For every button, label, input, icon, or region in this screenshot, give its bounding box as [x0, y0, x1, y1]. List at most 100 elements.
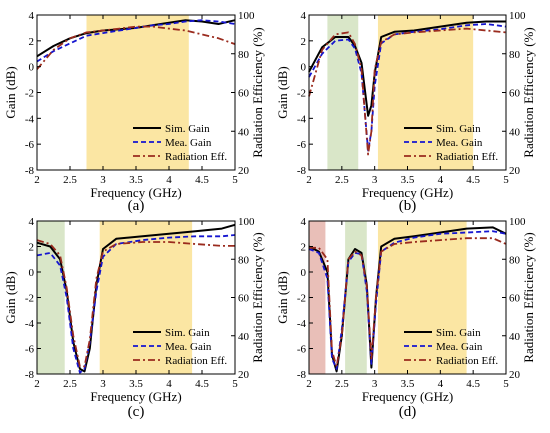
legend-label: Sim. Gain — [436, 327, 481, 339]
y-left-tick-label: -4 — [297, 113, 307, 125]
panel-d: 2 2.5 3 3.5 4 4.5 5 -8 -6 -4 -2 0 2 4 20 40 60 80 100 Frequ… — [275, 216, 536, 420]
y-left-axis-title: Gain (dB) — [275, 66, 290, 118]
x-tick-label: 3 — [100, 174, 106, 186]
x-tick-label: 2.5 — [335, 174, 349, 186]
y-left-tick-label: 4 — [29, 10, 35, 22]
x-tick-label: 2 — [34, 378, 40, 390]
x-tick-label: 2 — [306, 378, 312, 390]
legend-label: Radiation Eff. — [436, 355, 498, 367]
panel-label: (c) — [128, 404, 145, 420]
y-right-tick-label: 20 — [238, 369, 250, 381]
panel-c: 2 2.5 3 3.5 4 4.5 5 -8 -6 -4 -2 0 2 4 20 40 60 80 100 Frequ… — [3, 216, 265, 420]
legend-label: Sim. Gain — [165, 327, 210, 339]
y-right-tick-label: 60 — [509, 293, 521, 305]
legend-label: Mea. Gain — [436, 137, 483, 149]
panel-a: 2 2.5 3 3.5 4 4.5 5 -8 -6 -4 -2 0 2 4 20 40 60 80 100 Frequ… — [3, 10, 265, 214]
y-left-tick-label: -4 — [25, 113, 35, 125]
y-left-tick-label: -2 — [297, 293, 306, 305]
panel-label: (b) — [399, 198, 417, 214]
y-left-tick-label: 4 — [301, 216, 307, 228]
y-left-tick-label: -2 — [25, 293, 34, 305]
x-tick-label: 4.5 — [195, 174, 209, 186]
y-left-tick-label: 0 — [301, 62, 307, 74]
y-right-tick-label: 40 — [509, 126, 521, 138]
y-left-tick-label: -8 — [297, 165, 307, 177]
x-tick-label: 3.5 — [129, 174, 143, 186]
y-right-tick-label: 20 — [509, 369, 521, 381]
y-left-tick-label: 4 — [29, 216, 35, 228]
y-right-tick-label: 100 — [238, 216, 255, 228]
x-tick-label: 4.5 — [466, 174, 480, 186]
y-right-axis-title: Radiation Efficiency (%) — [250, 232, 265, 362]
y-left-tick-label: 2 — [29, 242, 35, 254]
y-right-tick-label: 80 — [238, 49, 250, 61]
band-yellow — [99, 221, 193, 374]
x-tick-label: 5 — [503, 378, 509, 390]
y-right-tick-label: 40 — [238, 126, 250, 138]
y-right-tick-label: 40 — [238, 331, 250, 343]
panel-label: (d) — [399, 404, 417, 420]
y-left-tick-label: 2 — [29, 36, 35, 48]
y-left-tick-label: 0 — [29, 267, 35, 279]
y-right-tick-label: 80 — [238, 254, 250, 266]
y-right-tick-label: 40 — [509, 331, 521, 343]
x-tick-label: 2.5 — [335, 378, 349, 390]
legend-label: Mea. Gain — [436, 341, 483, 353]
legend-label: Sim. Gain — [165, 123, 210, 135]
x-axis-title: Frequency (GHz) — [362, 389, 453, 404]
series-line-eff — [308, 27, 507, 156]
series-line-mea — [308, 230, 507, 370]
y-left-tick-label: -8 — [25, 369, 35, 381]
x-tick-label: 2.5 — [63, 378, 77, 390]
x-tick-label: 5 — [503, 174, 509, 186]
y-left-axis-title: Gain (dB) — [3, 66, 18, 118]
x-tick-label: 3.5 — [401, 378, 415, 390]
series-line-eff — [36, 25, 236, 70]
y-left-tick-label: -2 — [25, 88, 34, 100]
y-left-tick-label: 0 — [301, 267, 307, 279]
y-left-tick-label: 2 — [301, 242, 307, 254]
x-tick-label: 3.5 — [129, 378, 143, 390]
legend-label: Radiation Eff. — [436, 151, 498, 163]
x-tick-label: 3 — [372, 378, 378, 390]
band-yellow — [377, 221, 467, 374]
y-right-tick-label: 80 — [509, 254, 521, 266]
x-tick-label: 4 — [166, 174, 172, 186]
legend-label: Radiation Eff. — [165, 151, 227, 163]
y-left-tick-label: -2 — [297, 88, 306, 100]
x-tick-label: 3 — [100, 378, 106, 390]
legend-label: Sim. Gain — [436, 123, 481, 135]
band-green — [345, 221, 367, 374]
legend-label: Radiation Eff. — [165, 355, 227, 367]
x-tick-label: 4.5 — [195, 378, 209, 390]
y-right-axis-title: Radiation Efficiency (%) — [521, 27, 536, 157]
y-right-axis-title: Radiation Efficiency (%) — [250, 27, 265, 157]
y-left-tick-label: -6 — [25, 139, 35, 151]
band-yellow — [86, 15, 189, 170]
y-right-tick-label: 60 — [238, 88, 250, 100]
x-tick-label: 2 — [34, 174, 40, 186]
series-line-eff — [36, 239, 235, 368]
band-yellow — [377, 15, 474, 170]
y-left-tick-label: -8 — [25, 165, 35, 177]
panel-label: (a) — [128, 198, 145, 214]
y-right-tick-label: 20 — [238, 165, 250, 177]
y-left-tick-label: -4 — [297, 318, 307, 330]
y-left-axis-title: Gain (dB) — [3, 271, 18, 323]
y-left-tick-label: -8 — [297, 369, 307, 381]
x-tick-label: 2 — [306, 174, 312, 186]
y-right-tick-label: 100 — [509, 10, 526, 22]
y-right-tick-label: 60 — [238, 293, 250, 305]
y-left-tick-label: 2 — [301, 36, 307, 48]
y-left-axis-title: Gain (dB) — [275, 271, 290, 323]
x-tick-label: 4 — [438, 174, 444, 186]
panel-b: 2 2.5 3 3.5 4 4.5 5 -8 -6 -4 -2 0 2 4 20 40 60 80 100 Frequ… — [275, 10, 536, 214]
y-right-tick-label: 20 — [509, 165, 521, 177]
x-tick-label: 5 — [232, 174, 238, 186]
x-tick-label: 5 — [232, 378, 238, 390]
legend-label: Mea. Gain — [165, 137, 212, 149]
legend-label: Mea. Gain — [165, 341, 212, 353]
x-tick-label: 4 — [438, 378, 444, 390]
series-line-mea — [36, 19, 236, 63]
